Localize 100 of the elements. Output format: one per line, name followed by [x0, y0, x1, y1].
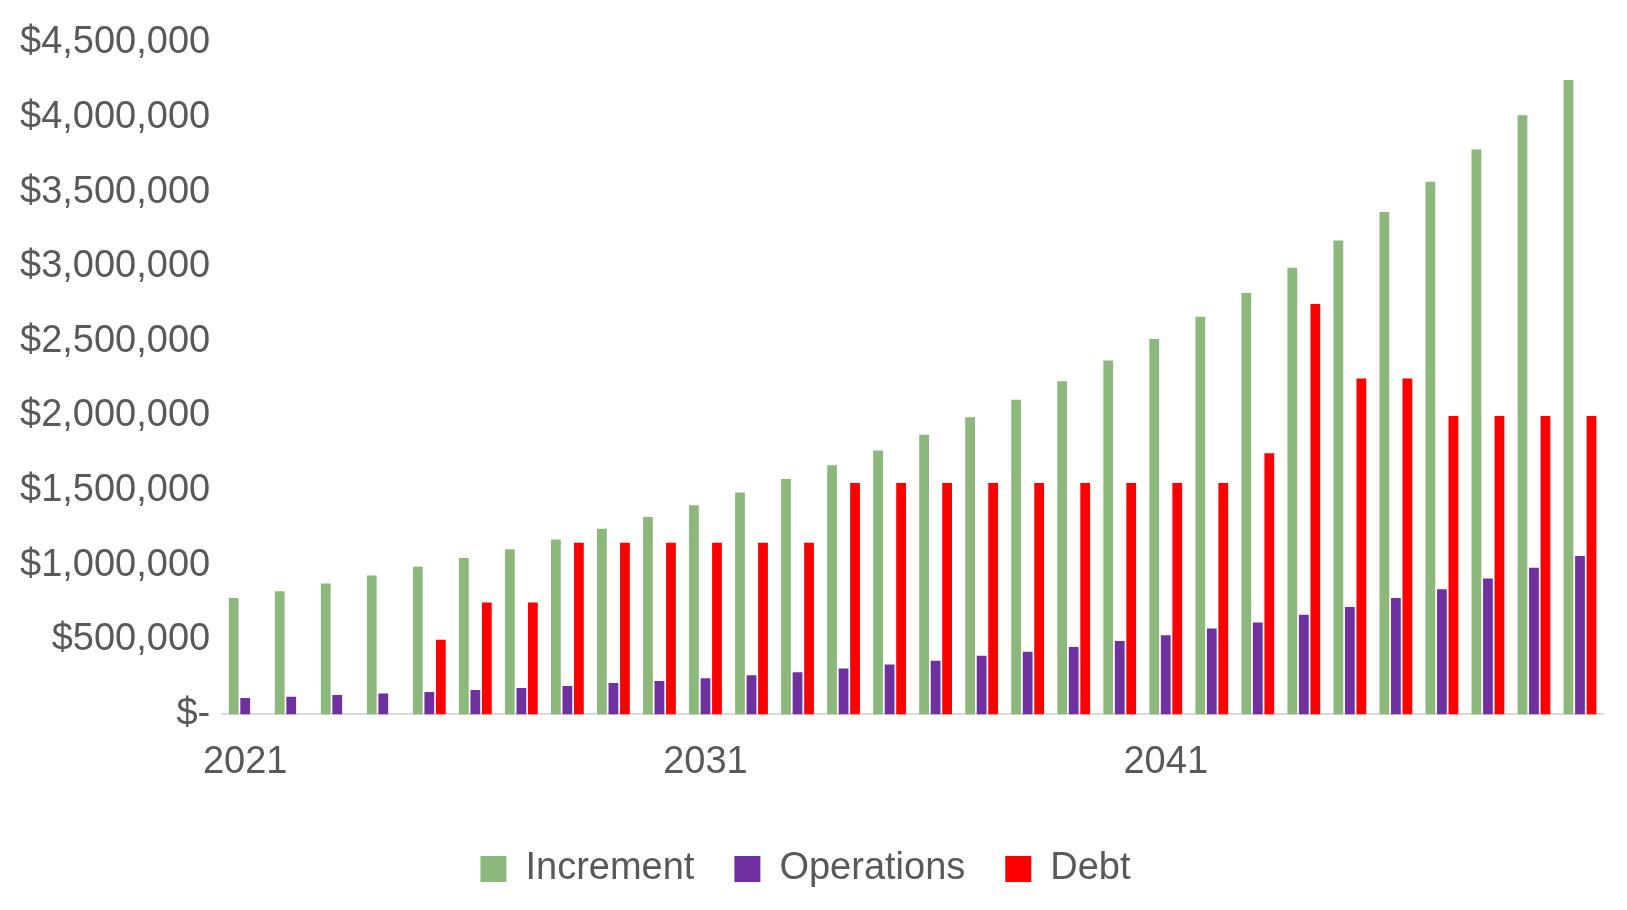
bar: [504, 549, 515, 715]
bar: [1068, 646, 1079, 715]
bar: [550, 539, 561, 715]
bar: [666, 542, 676, 715]
bar: [1080, 483, 1091, 715]
bar: [1437, 589, 1447, 715]
bar: [1517, 115, 1528, 715]
bar: [919, 434, 929, 715]
bar: [712, 542, 722, 715]
y-tick-label: $3,500,000: [20, 168, 211, 211]
y-tick-label: $4,500,000: [20, 19, 211, 62]
bar: [1103, 360, 1114, 715]
x-tick-label: 2021: [202, 738, 288, 781]
legend-label: Operations: [779, 845, 966, 888]
legend-label: Debt: [1050, 845, 1131, 888]
bar: [930, 660, 941, 715]
bar: [1563, 80, 1574, 715]
y-tick-label: $3,000,000: [20, 243, 211, 286]
bar: [1114, 641, 1125, 715]
bar: [412, 566, 423, 715]
bar: [1471, 149, 1482, 715]
bar: [1264, 453, 1275, 715]
bar: [1011, 399, 1022, 715]
bar: [286, 696, 297, 715]
bar: [1483, 578, 1493, 715]
bar: [1172, 483, 1183, 715]
bar: [1494, 415, 1505, 715]
bar: [689, 505, 699, 715]
bar: [597, 528, 607, 715]
bar: [574, 542, 584, 715]
bar: [792, 672, 803, 715]
bar: [274, 591, 285, 715]
bar: [746, 675, 757, 715]
bar: [527, 602, 538, 715]
bar: [366, 575, 377, 715]
bar: [1379, 212, 1390, 715]
bar: [976, 655, 987, 715]
bar: [240, 697, 251, 715]
bar: [884, 664, 895, 715]
bar: [827, 465, 837, 715]
legend-label: Increment: [525, 845, 695, 888]
bar: [873, 450, 883, 715]
bar: [228, 597, 239, 715]
bar: [458, 557, 469, 715]
bar: [654, 681, 665, 715]
x-tick-label: 2041: [1123, 738, 1209, 781]
bar: [965, 417, 976, 715]
bar: [735, 492, 745, 715]
bar: [332, 695, 343, 715]
bar: [838, 668, 849, 715]
bar: [1206, 628, 1217, 715]
bar: [1218, 483, 1229, 715]
y-tick-label: $-: [176, 690, 211, 733]
bar: [470, 689, 481, 715]
bar: [1333, 240, 1344, 715]
bar: [643, 516, 653, 715]
bar: [424, 692, 435, 715]
bar: [1586, 415, 1597, 715]
bar: [942, 483, 952, 715]
bar: [562, 686, 573, 715]
bar: [1344, 606, 1355, 715]
bar: [1425, 181, 1436, 715]
y-tick-label: $2,500,000: [20, 317, 211, 360]
bar: [1149, 339, 1160, 715]
bar: [320, 583, 331, 715]
bar: [1298, 614, 1309, 715]
bar: [1195, 316, 1206, 715]
bar: [896, 483, 906, 715]
bar: [700, 678, 711, 715]
bar: [435, 639, 446, 715]
y-tick-label: $1,000,000: [20, 541, 211, 584]
bar: [1390, 597, 1401, 715]
bar: [1540, 415, 1551, 715]
x-tick-label: 2031: [663, 738, 748, 781]
bar: [1252, 622, 1263, 715]
bar: [804, 542, 814, 715]
bar: [1160, 635, 1171, 715]
bar: [1022, 651, 1033, 715]
bar: [378, 693, 389, 715]
bar: [516, 687, 527, 715]
bar: [1575, 556, 1585, 715]
bar: [1126, 483, 1137, 715]
y-tick-label: $2,000,000: [20, 392, 211, 435]
bar: [1310, 303, 1321, 715]
bar: [1356, 378, 1367, 715]
bar: [1034, 483, 1045, 715]
bar: [1057, 381, 1068, 715]
y-tick-label: $500,000: [51, 616, 211, 659]
bar: [1529, 567, 1539, 715]
bar: [620, 542, 630, 715]
y-tick-label: $4,000,000: [20, 93, 211, 136]
bar: [481, 602, 492, 715]
y-tick-label: $1,500,000: [20, 467, 211, 510]
bar: [1448, 415, 1459, 715]
bar: [758, 542, 768, 715]
bar: [850, 483, 860, 715]
bar: [781, 478, 791, 715]
bar: [988, 483, 999, 715]
bar: [608, 683, 619, 715]
bar: [1402, 378, 1413, 715]
